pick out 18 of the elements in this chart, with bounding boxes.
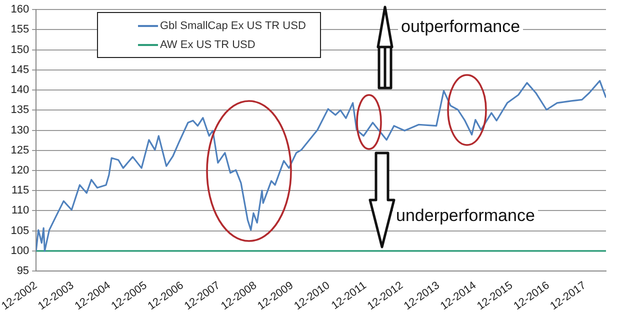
annotation: outperformance <box>398 17 524 37</box>
legend-label: AW Ex US TR USD <box>160 38 256 50</box>
legend-label: Gbl SmallCap Ex US TR USD <box>160 20 306 32</box>
annotation: underperformance <box>393 206 538 226</box>
y-tick-label: 145 <box>10 64 30 76</box>
y-tick-label: 135 <box>10 104 30 116</box>
y-tick-label: 100 <box>10 244 30 257</box>
y-tick-label: 115 <box>12 184 30 197</box>
y-tick-label: 110 <box>12 204 30 217</box>
y-tick-label: 120 <box>10 164 30 177</box>
y-tick-label: 150 <box>10 44 30 56</box>
y-tick-label: 140 <box>10 84 30 96</box>
y-tick-label: 130 <box>10 124 30 136</box>
y-tick-label: 160 <box>10 4 30 16</box>
y-tick-label: 155 <box>10 24 30 36</box>
y-tick-label: 125 <box>10 144 30 156</box>
y-tick-label: 105 <box>10 224 30 237</box>
y-tick-label: 95 <box>16 265 30 278</box>
